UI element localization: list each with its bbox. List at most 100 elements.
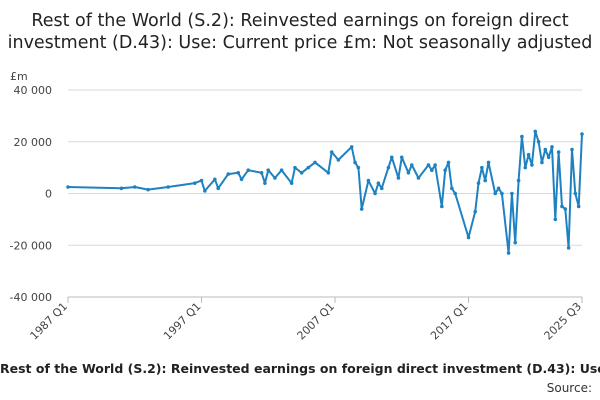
- data-point: [533, 129, 538, 134]
- data-point: [259, 171, 264, 175]
- legend-entry: Rest of the World (S.2): Reinvested earn…: [0, 361, 600, 376]
- data-point: [580, 132, 584, 136]
- data-point: [199, 178, 204, 183]
- y-tick-labels: -40 000 -20 000 0 20 000 40 000: [10, 84, 52, 304]
- data-point: [373, 191, 377, 196]
- data-point: [520, 134, 524, 139]
- data-point: [356, 165, 361, 170]
- data-point: [476, 181, 481, 185]
- data-point: [543, 147, 548, 152]
- data-point: [166, 185, 170, 189]
- data-point: [326, 171, 331, 175]
- data-point: [576, 204, 581, 209]
- source-label: Source:: [546, 381, 592, 395]
- data-point: [366, 178, 371, 183]
- data-point: [466, 235, 471, 240]
- data-point: [570, 147, 574, 152]
- series-group: [66, 129, 584, 255]
- chart-title: Rest of the World (S.2): Reinvested earn…: [7, 11, 593, 53]
- data-point: [553, 217, 558, 222]
- data-point: [293, 165, 297, 170]
- data-point: [203, 189, 207, 193]
- data-point: [193, 181, 197, 185]
- data-point: [236, 171, 241, 175]
- data-point: [446, 160, 451, 165]
- data-point: [306, 165, 311, 170]
- data-point: [480, 165, 484, 170]
- data-point: [299, 171, 304, 175]
- data-point: [510, 191, 514, 196]
- data-point: [416, 176, 421, 180]
- data-point: [563, 207, 568, 211]
- data-point: [486, 160, 491, 165]
- x-tick-label: 2017 Q1: [428, 300, 471, 343]
- data-point: [540, 160, 544, 165]
- data-point: [526, 152, 531, 157]
- data-point: [313, 160, 317, 165]
- data-point: [523, 165, 528, 170]
- data-point: [513, 240, 518, 245]
- y-axis-unit-label: £m: [10, 70, 28, 83]
- data-point: [266, 168, 271, 173]
- data-point: [379, 186, 384, 191]
- data-point: [273, 176, 277, 180]
- x-tick-label: 1997 Q1: [161, 300, 204, 343]
- data-point: [216, 186, 220, 191]
- data-point: [226, 172, 231, 176]
- data-point: [239, 177, 244, 182]
- y-tick-label: -20 000: [10, 239, 52, 252]
- data-point: [132, 185, 137, 189]
- data-point: [66, 185, 70, 189]
- data-point: [376, 181, 381, 185]
- data-point: [433, 163, 437, 167]
- data-point: [450, 186, 454, 191]
- data-point: [353, 160, 357, 165]
- x-tick-label: 2007 Q1: [295, 300, 338, 343]
- data-point: [473, 209, 477, 214]
- grid-lines: [68, 89, 582, 298]
- data-point: [506, 251, 511, 255]
- data-point: [349, 145, 354, 149]
- data-point: [530, 163, 534, 167]
- x-axis: 1987 Q1 1997 Q1 2007 Q1 2017 Q1 2025 Q3: [28, 296, 585, 343]
- data-point: [546, 155, 551, 160]
- data-point: [386, 165, 391, 170]
- data-point: [396, 176, 401, 180]
- data-point: [560, 204, 564, 209]
- data-point: [246, 168, 251, 173]
- data-point: [409, 163, 414, 167]
- data-point: [389, 155, 394, 160]
- data-point: [359, 207, 364, 211]
- data-point: [213, 177, 217, 182]
- data-point: [399, 155, 404, 160]
- data-point: [263, 181, 267, 185]
- data-point: [289, 181, 294, 185]
- data-point: [440, 204, 444, 209]
- data-point: [550, 145, 554, 149]
- data-point: [566, 246, 571, 250]
- data-point: [406, 171, 411, 175]
- data-point: [430, 168, 434, 173]
- x-tick-label: 1987 Q1: [28, 300, 71, 343]
- data-point: [336, 158, 341, 162]
- data-point: [146, 187, 150, 192]
- y-tick-label: 0: [45, 188, 52, 201]
- data-point: [426, 163, 431, 167]
- series-line: [67, 130, 583, 254]
- data-point: [556, 150, 561, 154]
- data-point: [453, 191, 457, 196]
- y-tick-label: -40 000: [10, 291, 52, 304]
- y-tick-label: 40 000: [14, 84, 53, 97]
- data-point: [496, 186, 501, 191]
- x-tick-label: 2025 Q3: [542, 300, 585, 343]
- data-point: [516, 178, 521, 183]
- data-point: [329, 150, 334, 154]
- data-point: [279, 168, 284, 173]
- data-point: [493, 191, 498, 196]
- data-point: [536, 139, 541, 144]
- data-point: [119, 186, 124, 191]
- data-point: [500, 191, 504, 196]
- data-point: [573, 191, 578, 196]
- data-point: [443, 168, 447, 173]
